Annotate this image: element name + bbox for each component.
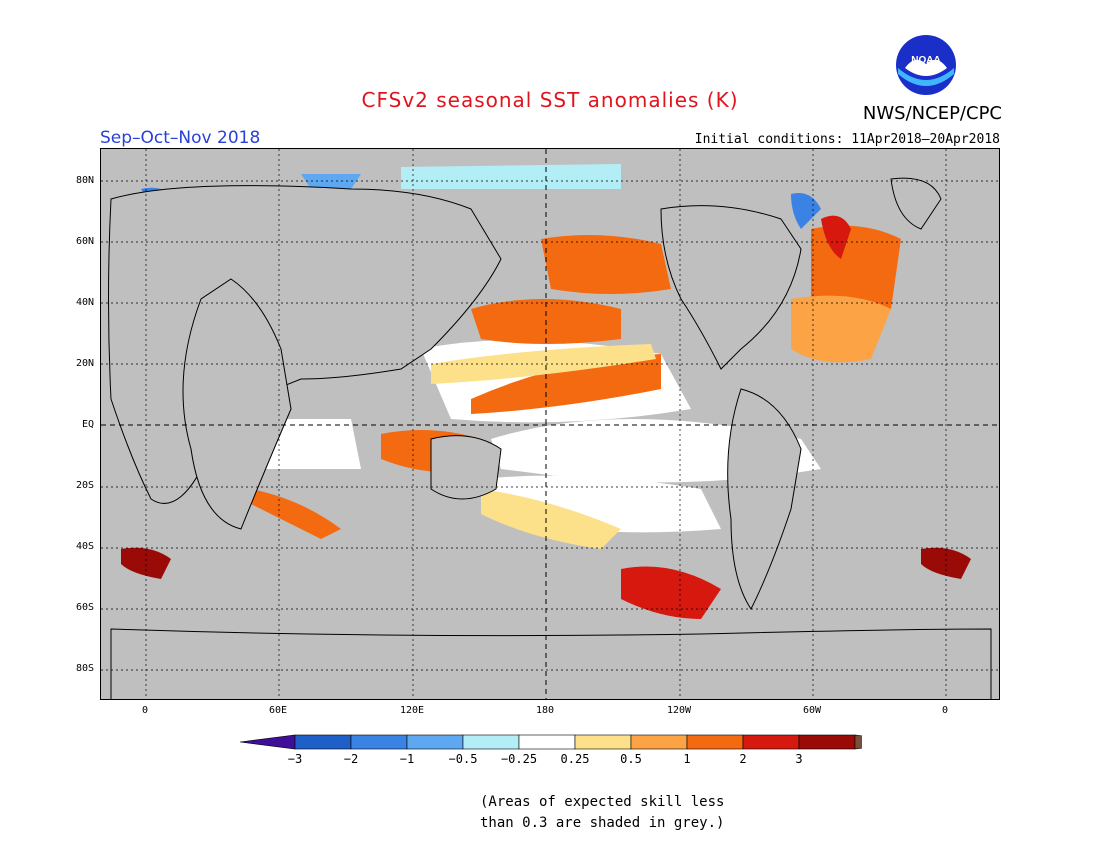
lat-label: 60N [75,236,94,247]
lon-label: 0 [941,705,949,716]
lon-label: 60W [802,705,822,716]
lon-label: 60E [268,705,288,716]
continents [108,177,992,699]
lon-label: 180 [535,705,555,716]
colorbar-cell [294,734,352,750]
org-label: NWS/NCEP/CPC [862,103,1002,124]
reference-lines [101,149,999,699]
colorbar-cell [350,734,408,750]
colorbar-cell [686,734,744,750]
lat-label: 80S [75,663,94,674]
colorbar-label: −1 [399,752,415,766]
initial-conditions: Initial conditions: 11Apr2018–20Apr2018 [694,132,1000,147]
footnote-line-1: (Areas of expected skill less [480,794,725,810]
lat-label: 20N [75,358,94,369]
season-label: Sep–Oct–Nov 2018 [100,128,261,148]
grid-lines [101,149,999,699]
colorbar-label: −2 [343,752,359,766]
footnote-line-2: than 0.3 are shaded in grey.) [480,815,725,831]
lat-label: 20S [75,480,94,491]
colorbar-cell [854,734,862,750]
colorbar-cell [574,734,632,750]
colorbar-label: 1 [683,752,691,766]
colorbar-cell [630,734,688,750]
colorbar-cell [518,734,576,750]
chart-title: CFSv2 seasonal SST anomalies (K) [361,88,739,112]
lat-label: 40S [75,541,94,552]
lat-label: EQ [81,419,94,430]
skill-footnote: (Areas of expected skill less than 0.3 a… [480,792,724,834]
colorbar-label: 2 [739,752,747,766]
colorbar-cell [798,734,856,750]
lon-label: 0 [141,705,149,716]
lon-label: 120W [666,705,692,716]
colorbar-label: −0.5 [448,752,478,766]
colorbar-label: −0.25 [500,752,538,766]
lon-label: 120E [399,705,425,716]
colorbar-label: −3 [287,752,303,766]
lat-label: 40N [75,297,94,308]
colorbar-label: 0.25 [560,752,590,766]
colorbar-label: 3 [795,752,803,766]
colorbar-label: 0.5 [620,752,642,766]
lat-label: 60S [75,602,94,613]
map-canvas [101,149,999,699]
noaa-logo: NOAA [896,35,956,95]
colorbar-cell [742,734,800,750]
logo-text: NOAA [911,55,940,66]
colorbar-cell [406,734,464,750]
colorbar-cell [240,734,296,750]
colorbar-cell [462,734,520,750]
sst-anomaly-map [100,148,1000,700]
colorbar [240,734,862,750]
lat-label: 80N [75,175,94,186]
